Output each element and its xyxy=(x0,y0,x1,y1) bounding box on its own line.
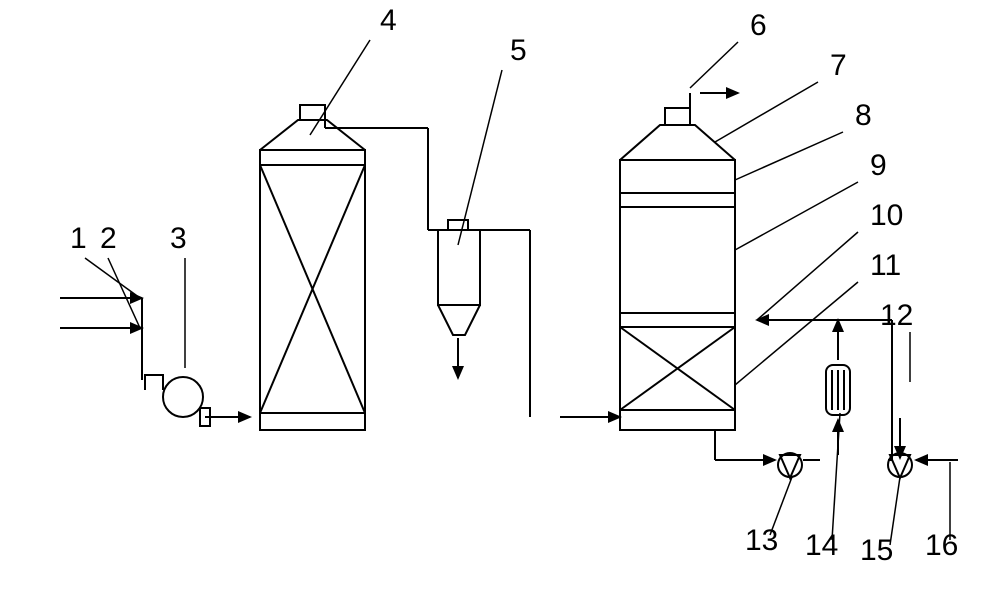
heat-exchanger-14 xyxy=(826,365,850,415)
label-8: 8 xyxy=(855,99,872,132)
label-5: 5 xyxy=(510,34,527,67)
label-10: 10 xyxy=(870,199,903,232)
label-15: 15 xyxy=(860,534,893,567)
tower-right xyxy=(620,108,735,430)
pump-13 xyxy=(778,453,802,478)
label-13: 13 xyxy=(745,524,778,557)
label-4: 4 xyxy=(380,4,397,37)
label-9: 9 xyxy=(870,149,887,182)
label-2: 2 xyxy=(100,222,117,255)
column-4 xyxy=(260,105,365,430)
label-7: 7 xyxy=(830,49,847,82)
label-11: 11 xyxy=(870,249,901,282)
separator-5 xyxy=(438,220,480,335)
label-1: 1 xyxy=(70,222,87,255)
connecting-lines xyxy=(142,93,892,460)
label-3: 3 xyxy=(170,222,187,255)
flow-arrows xyxy=(60,93,958,460)
process-diagram: 12345678910111213141516 xyxy=(0,0,1000,598)
number-labels: 12345678910111213141516 xyxy=(70,4,958,567)
label-6: 6 xyxy=(750,9,767,42)
label-14: 14 xyxy=(805,529,838,562)
label-16: 16 xyxy=(925,529,958,562)
blower-3 xyxy=(145,375,210,426)
label-12: 12 xyxy=(880,299,913,332)
